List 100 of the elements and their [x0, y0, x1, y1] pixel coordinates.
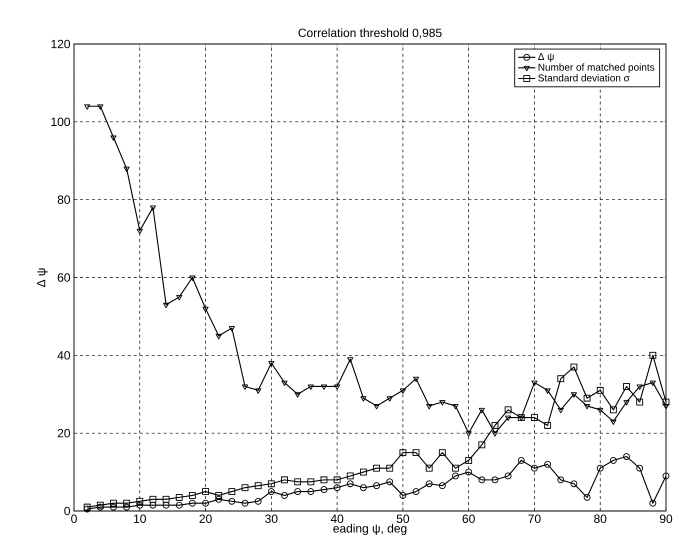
point: [610, 456, 617, 464]
point: [623, 383, 630, 390]
point: [386, 464, 394, 472]
point: [610, 406, 617, 414]
point: [294, 392, 301, 398]
point: [412, 449, 420, 456]
y-tick-label: 60: [58, 273, 70, 282]
point: [176, 295, 182, 300]
y-tick-label: 0: [64, 506, 70, 516]
point: [96, 502, 104, 509]
legend-label: Number of matched points: [538, 63, 654, 73]
point: [399, 449, 406, 456]
point: [124, 166, 130, 172]
point: [228, 326, 235, 332]
point: [110, 135, 117, 141]
point: [254, 482, 262, 490]
point: [438, 449, 446, 456]
point: [504, 406, 512, 414]
point: [623, 400, 630, 406]
point: [373, 482, 380, 490]
x-tick-label: 80: [594, 514, 606, 523]
point: [320, 476, 328, 484]
point: [110, 500, 117, 507]
x-tick-label: 70: [528, 514, 541, 523]
point: [374, 404, 380, 410]
point: [308, 384, 314, 390]
point: [610, 420, 616, 425]
point: [136, 228, 143, 234]
point: [466, 431, 472, 437]
point: [412, 488, 420, 495]
point: [334, 484, 341, 492]
point: [400, 388, 406, 394]
x-tick-label: 0: [71, 514, 77, 523]
point: [505, 416, 512, 422]
point: [558, 408, 564, 414]
point: [216, 334, 222, 340]
point: [360, 468, 367, 476]
point: [544, 388, 551, 394]
x-tick-label: 30: [265, 514, 278, 523]
point: [242, 484, 248, 492]
point: [281, 492, 288, 499]
point: [123, 504, 130, 511]
point: [662, 404, 670, 410]
x-tick-label: 60: [462, 514, 475, 523]
point: [162, 496, 170, 503]
point: [188, 500, 196, 507]
y-tick-label: 40: [57, 351, 70, 360]
point: [149, 496, 156, 503]
point: [281, 380, 288, 386]
point: [294, 488, 302, 495]
point: [360, 396, 366, 402]
point: [662, 472, 670, 480]
point: [373, 464, 380, 472]
y-tick-label: 80: [58, 195, 70, 204]
point: [97, 104, 104, 110]
x-tick-label: 50: [396, 514, 410, 523]
point: [465, 468, 472, 476]
y-tick-label: 120: [51, 40, 70, 48]
point: [650, 380, 656, 386]
point: [570, 392, 577, 398]
point: [294, 478, 302, 486]
point: [438, 482, 446, 490]
y-tick-label: 20: [58, 428, 70, 438]
point: [636, 384, 643, 390]
point: [320, 384, 327, 390]
point: [531, 380, 538, 386]
point: [492, 431, 498, 437]
point: [531, 464, 538, 472]
point: [84, 504, 91, 511]
point: [584, 394, 591, 402]
point: [636, 398, 644, 406]
point: [334, 476, 341, 484]
point: [426, 404, 432, 410]
point: [268, 480, 275, 488]
legend-label: Standard deviation σ: [538, 74, 630, 82]
point: [254, 498, 262, 505]
point: [202, 488, 209, 495]
point: [215, 492, 222, 499]
point: [149, 502, 156, 509]
chart-title: Correlation threshold 0,985: [298, 28, 442, 38]
point: [596, 464, 604, 472]
point: [518, 456, 525, 464]
point: [386, 396, 393, 402]
point: [426, 464, 433, 472]
point: [347, 357, 354, 363]
point: [492, 476, 498, 484]
point: [399, 492, 406, 499]
point: [478, 441, 486, 448]
point: [478, 408, 485, 414]
x-axis-title: eading ψ, deg: [333, 524, 406, 535]
point: [557, 476, 564, 484]
point: [136, 502, 144, 509]
point: [189, 276, 196, 281]
point: [123, 500, 130, 507]
point: [649, 500, 656, 507]
point: [544, 422, 552, 429]
point: [307, 478, 314, 486]
point: [228, 498, 236, 505]
point: [150, 206, 156, 211]
point: [386, 478, 394, 486]
